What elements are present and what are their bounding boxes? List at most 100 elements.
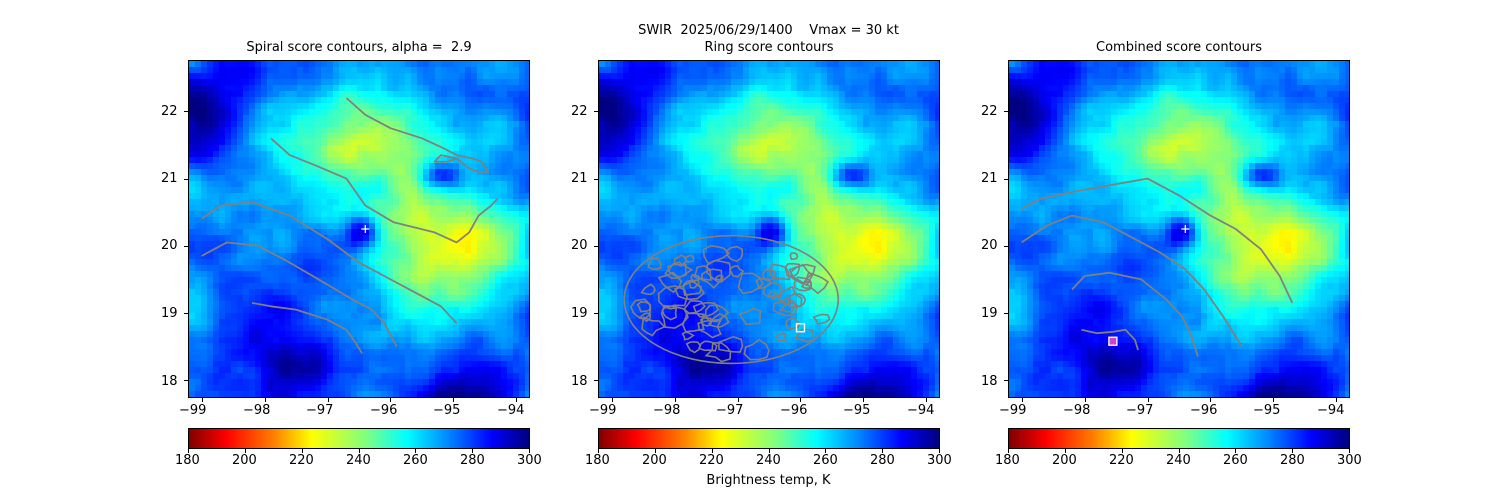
heatmap-cell bbox=[629, 79, 636, 86]
heatmap-cell bbox=[201, 235, 208, 242]
heatmap-cell bbox=[713, 163, 720, 170]
heatmap-cell bbox=[761, 193, 768, 200]
heatmap-cell bbox=[195, 289, 202, 296]
heatmap-cell bbox=[363, 271, 370, 278]
heatmap-cell bbox=[225, 163, 232, 170]
heatmap-cell bbox=[207, 349, 214, 356]
heatmap-cell bbox=[225, 379, 232, 386]
heatmap-cell bbox=[219, 211, 226, 218]
heatmap-cell bbox=[863, 67, 870, 74]
heatmap-cell bbox=[369, 301, 376, 308]
heatmap-cell bbox=[309, 253, 316, 260]
heatmap-cell bbox=[291, 181, 298, 188]
heatmap-cell bbox=[629, 175, 636, 182]
heatmap-cell bbox=[887, 115, 894, 122]
heatmap-cell bbox=[519, 163, 526, 170]
heatmap-cell bbox=[405, 271, 412, 278]
heatmap-cell bbox=[483, 133, 490, 140]
heatmap-cell bbox=[285, 109, 292, 116]
heatmap-cell bbox=[441, 337, 448, 344]
heatmap-cell bbox=[785, 193, 792, 200]
heatmap-cell bbox=[429, 193, 436, 200]
heatmap-cell bbox=[261, 187, 268, 194]
heatmap-cell bbox=[351, 103, 358, 110]
heatmap-cell bbox=[225, 391, 232, 397]
heatmap-cell bbox=[327, 157, 334, 164]
heatmap-cell bbox=[875, 127, 882, 134]
heatmap-cell bbox=[659, 67, 666, 74]
heatmap-cell bbox=[671, 91, 678, 98]
heatmap-cell bbox=[411, 73, 418, 80]
heatmap-cell bbox=[345, 283, 352, 290]
heatmap-cell bbox=[465, 133, 472, 140]
heatmap-cell bbox=[219, 325, 226, 332]
heatmap-cell bbox=[435, 361, 442, 368]
heatmap-cell bbox=[195, 139, 202, 146]
heatmap-cell bbox=[617, 175, 624, 182]
heatmap-cell bbox=[471, 337, 478, 344]
heatmap-cell bbox=[923, 97, 930, 104]
heatmap-cell bbox=[599, 247, 606, 254]
heatmap-cell bbox=[351, 379, 358, 386]
heatmap-cell bbox=[219, 193, 226, 200]
heatmap-cell bbox=[839, 61, 846, 68]
heatmap-cell bbox=[629, 199, 636, 206]
heatmap-cell bbox=[507, 103, 514, 110]
heatmap-cell bbox=[725, 133, 732, 140]
heatmap-cell bbox=[345, 109, 352, 116]
heatmap-cell bbox=[827, 229, 834, 236]
heatmap-cell bbox=[857, 163, 864, 170]
heatmap-cell bbox=[291, 241, 298, 248]
heatmap-cell bbox=[623, 217, 630, 224]
heatmap-cell bbox=[411, 199, 418, 206]
heatmap-cell bbox=[929, 151, 936, 158]
heatmap-cell bbox=[261, 313, 268, 320]
heatmap-cell bbox=[243, 121, 250, 128]
heatmap-cell bbox=[471, 103, 478, 110]
heatmap-cell bbox=[761, 79, 768, 86]
heatmap-cell bbox=[695, 199, 702, 206]
heatmap-cell bbox=[911, 157, 918, 164]
heatmap-cell bbox=[249, 169, 256, 176]
heatmap-cell bbox=[599, 127, 606, 134]
heatmap-cell bbox=[695, 151, 702, 158]
heatmap-cell bbox=[513, 385, 520, 392]
heatmap-cell bbox=[731, 193, 738, 200]
heatmap-cell bbox=[773, 145, 780, 152]
heatmap-cell bbox=[477, 193, 484, 200]
heatmap-cell bbox=[339, 265, 346, 272]
heatmap-cell bbox=[923, 181, 930, 188]
heatmap-cell bbox=[483, 361, 490, 368]
heatmap-cell bbox=[423, 73, 430, 80]
heatmap-cell bbox=[779, 199, 786, 206]
heatmap-cell bbox=[285, 391, 292, 397]
heatmap-cell bbox=[737, 157, 744, 164]
heatmap-cell bbox=[207, 301, 214, 308]
heatmap-cell bbox=[225, 373, 232, 380]
heatmap-cell bbox=[477, 361, 484, 368]
heatmap-cell bbox=[219, 145, 226, 152]
heatmap-cell bbox=[905, 163, 912, 170]
heatmap-cell bbox=[189, 349, 196, 356]
heatmap-cell bbox=[465, 85, 472, 92]
heatmap-cell bbox=[207, 61, 214, 68]
heatmap-cell bbox=[225, 385, 232, 392]
heatmap-cell bbox=[303, 259, 310, 266]
heatmap-cell bbox=[501, 217, 508, 224]
heatmap-cell bbox=[737, 247, 744, 254]
heatmap-cell bbox=[345, 67, 352, 74]
heatmap-cell bbox=[357, 373, 364, 380]
heatmap-cell bbox=[363, 373, 370, 380]
heatmap-cell bbox=[695, 145, 702, 152]
heatmap-cell bbox=[761, 109, 768, 116]
heatmap-cell bbox=[683, 133, 690, 140]
heatmap-cell bbox=[929, 121, 936, 128]
heatmap-cell bbox=[677, 163, 684, 170]
heatmap-cell bbox=[369, 373, 376, 380]
heatmap-cell bbox=[207, 145, 214, 152]
heatmap-cell bbox=[489, 223, 496, 230]
heatmap-cell bbox=[381, 175, 388, 182]
heatmap-cell bbox=[243, 109, 250, 116]
heatmap-cell bbox=[423, 181, 430, 188]
heatmap-cell bbox=[495, 235, 502, 242]
